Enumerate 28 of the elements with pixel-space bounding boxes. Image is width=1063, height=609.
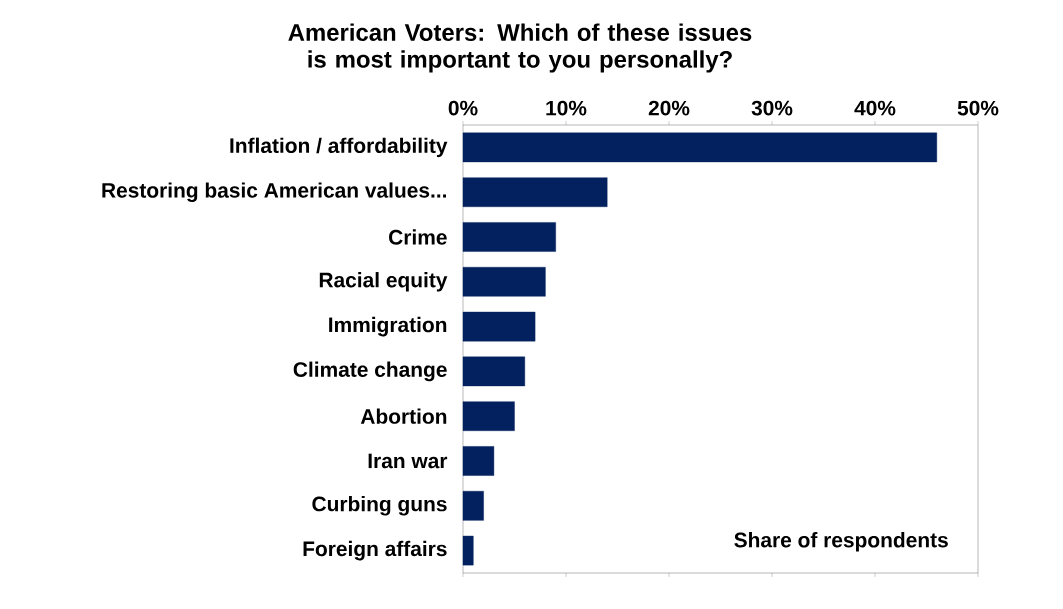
x-tick-label: 0% [448,100,478,116]
y-tick-label: Abortion [360,408,447,424]
y-tick-label: Inflation / affordability [230,137,448,158]
annotation: Share of respondents [734,532,948,552]
bar [462,491,484,521]
y-tick-label: Immigration [329,316,447,337]
bar [462,401,515,431]
x-tick-label: 10% [546,100,587,116]
bar [462,311,536,342]
chart-title: American Voters: Which of these issues is most important to you personally? [288,23,752,73]
bar [462,177,608,207]
x-tick-label: 30% [751,100,793,116]
y-tick-label: Climate change [293,361,447,382]
bar [462,267,546,297]
x-tick-label: 50% [957,100,999,116]
x-tick-label: 20% [648,100,690,116]
bar [462,535,474,566]
x-tick-label: 40% [854,100,896,116]
bar [462,356,526,387]
y-tick-label: Racial equity [319,272,448,292]
bar [462,222,556,252]
y-tick-label: Foreign affairs [303,540,447,561]
y-tick-label: Iran war [368,453,448,469]
y-tick-label: Curbing guns [312,496,447,516]
y-tick-label: Crime [389,229,447,245]
bar [462,132,938,163]
y-tick-label: Restoring basic American values... [102,182,447,202]
bar [462,446,495,476]
